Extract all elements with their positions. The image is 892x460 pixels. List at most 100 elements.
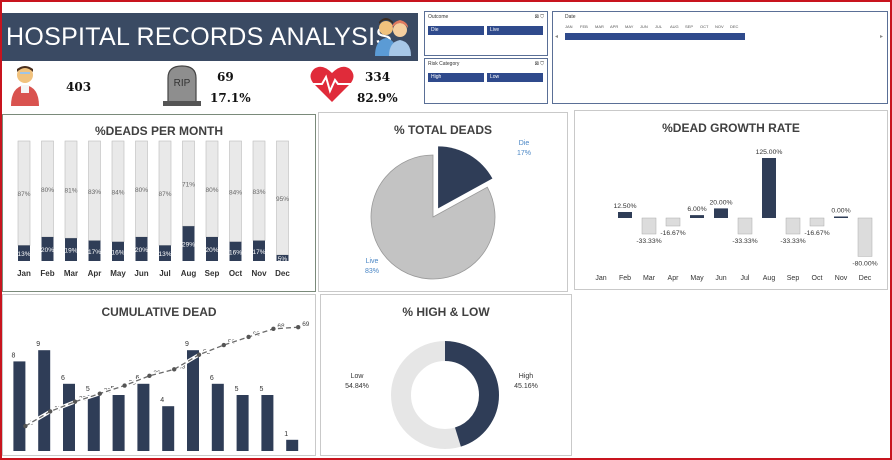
tombstone-icon: RIP bbox=[163, 65, 201, 106]
deads-per-month-panel: %DEADS PER MONTH 87% 13% Jan 80% 20% Feb 81% 19… bbox=[2, 114, 316, 292]
live-label-oct: 84% bbox=[229, 189, 242, 196]
outcome-slicer[interactable]: Outcome ⊠ ⛉ Die Live bbox=[424, 11, 548, 56]
cumulative-point-feb bbox=[48, 409, 53, 414]
growth-bar-oct bbox=[809, 217, 825, 227]
dead-count-oct: 5 bbox=[235, 386, 239, 393]
growth-bar-dec bbox=[857, 217, 873, 257]
dead-bar-apr bbox=[87, 395, 100, 451]
cumulative-point-oct bbox=[246, 334, 251, 340]
deaths-count: 69 bbox=[217, 70, 234, 84]
slicer-item-die[interactable]: Die bbox=[428, 26, 484, 35]
timeline-month-apr[interactable]: APR bbox=[610, 24, 619, 29]
timeline-month-mar[interactable]: MAR bbox=[595, 24, 604, 29]
live-label-feb: 80% bbox=[41, 187, 54, 194]
timeline-month-oct[interactable]: OCT bbox=[700, 24, 709, 29]
pie-label-live-name: Live bbox=[366, 258, 379, 265]
x-tick-nov: Nov bbox=[251, 269, 267, 278]
title-banner: HOSPITAL RECORDS ANALYSIS bbox=[2, 13, 418, 61]
dead-count-dec: 1 bbox=[284, 431, 288, 438]
cumulative-dead-title: CUMULATIVE DEAD bbox=[101, 305, 217, 319]
timeline-month-may[interactable]: MAY bbox=[625, 24, 634, 29]
risk-slicer-title: Risk Category bbox=[428, 61, 460, 67]
x-tick-feb: Feb bbox=[619, 275, 631, 282]
clear-filter-icon[interactable]: ⊠ ⛉ bbox=[534, 61, 544, 67]
dead-label-jan: 13% bbox=[17, 251, 30, 258]
high-low-panel: % HIGH & LOW High 45.16% Low 54.84% bbox=[320, 294, 572, 456]
timeline-scroll-left-icon[interactable]: ◂ bbox=[555, 34, 559, 40]
cumulative-dead-panel: CUMULATIVE DEAD 8 8 9 17 6 23 5 28 5 33 6 39 4 43 9 52 6… bbox=[2, 294, 316, 456]
svg-text:RIP: RIP bbox=[174, 78, 191, 89]
cumulative-label-dec: 69 bbox=[302, 321, 310, 328]
growth-label-may: 6.00% bbox=[687, 206, 706, 213]
alive-percentage: 82.9% bbox=[357, 91, 398, 105]
x-tick-jul: Jul bbox=[741, 275, 750, 282]
timeline-month-nov[interactable]: NOV bbox=[715, 24, 724, 29]
dead-bar-apr bbox=[88, 240, 101, 261]
growth-label-jun: 20.00% bbox=[709, 199, 732, 206]
timeline-month-jul[interactable]: JUL bbox=[655, 24, 663, 29]
cumulative-point-sep bbox=[221, 342, 226, 348]
dead-bar-jul bbox=[162, 406, 175, 451]
deads-per-month-chart: 87% 13% Jan 80% 20% Feb 81% 19% Mar 83% 17% Apr 84% 1… bbox=[17, 140, 290, 278]
total-deads-title: % TOTAL DEADS bbox=[393, 123, 492, 137]
dead-bar-may bbox=[112, 241, 124, 261]
dead-label-jul: 13% bbox=[158, 251, 171, 258]
donut-label-low-value: 54.84% bbox=[345, 383, 369, 390]
x-tick-jan: Jan bbox=[595, 275, 606, 282]
x-tick-mar: Mar bbox=[64, 269, 78, 278]
timeline-month-aug[interactable]: AUG bbox=[670, 24, 679, 29]
live-label-mar: 81% bbox=[64, 188, 77, 195]
timeline-month-sep[interactable]: SEP bbox=[685, 24, 694, 29]
deads-per-month-title: %DEADS PER MONTH bbox=[94, 124, 223, 138]
dead-count-jan: 8 bbox=[11, 352, 15, 359]
donut-label-low-name: Low bbox=[351, 373, 365, 380]
timeline-month-jun[interactable]: JUN bbox=[640, 24, 648, 29]
pie-label-live-value: 83% bbox=[365, 268, 379, 275]
live-label-jan: 87% bbox=[17, 191, 30, 198]
cumulative-point-jan bbox=[23, 423, 28, 429]
x-tick-jun: Jun bbox=[715, 275, 726, 282]
dead-label-mar: 19% bbox=[64, 248, 77, 255]
x-tick-sep: Sep bbox=[787, 275, 800, 282]
timeline-selection-bar[interactable] bbox=[565, 33, 745, 40]
timeline-scroll-right-icon[interactable]: ▸ bbox=[879, 34, 883, 40]
slicer-item-live[interactable]: Live bbox=[487, 26, 543, 35]
dead-count-aug: 9 bbox=[185, 341, 189, 348]
alive-count: 334 bbox=[365, 70, 391, 84]
slicer-item-low[interactable]: Low bbox=[487, 73, 543, 82]
growth-label-nov: 0.00% bbox=[831, 208, 850, 215]
dead-label-jun: 20% bbox=[135, 247, 148, 254]
risk-category-slicer[interactable]: Risk Category ⊠ ⛉ High Low bbox=[424, 58, 548, 104]
patient-icon bbox=[11, 66, 39, 106]
timeline-month-feb[interactable]: FEB bbox=[580, 24, 588, 29]
growth-rate-chart: Jan 12.50% Feb -33.33% Mar -16.67% Apr 6.00% May… bbox=[595, 149, 877, 282]
growth-label-oct: -16.67% bbox=[804, 230, 829, 237]
timeline-month-dec[interactable]: DEC bbox=[730, 24, 739, 29]
cumulative-point-apr bbox=[97, 391, 103, 396]
live-label-jun: 80% bbox=[135, 187, 148, 194]
growth-label-aug: 125.00% bbox=[756, 149, 783, 156]
slicer-item-high[interactable]: High bbox=[428, 73, 484, 82]
dead-label-nov: 17% bbox=[252, 249, 265, 256]
growth-bar-jun bbox=[714, 208, 728, 218]
x-tick-jan: Jan bbox=[17, 269, 31, 278]
clear-filter-icon[interactable]: ⊠ ⛉ bbox=[534, 14, 544, 20]
growth-rate-panel: %DEAD GROWTH RATE Jan 12.50% Feb -33.33% Mar… bbox=[574, 110, 888, 290]
growth-bar-nov bbox=[834, 216, 848, 218]
growth-label-dec: -80.00% bbox=[852, 260, 877, 267]
donut-label-high-value: 45.16% bbox=[514, 383, 538, 390]
cumulative-label-nov: 68 bbox=[277, 323, 285, 330]
growth-bar-sep bbox=[785, 217, 801, 235]
dead-label-feb: 20% bbox=[41, 247, 54, 254]
dead-count-nov: 5 bbox=[259, 386, 263, 393]
pie-slice-live bbox=[370, 154, 496, 280]
dead-bar-jun bbox=[137, 383, 150, 451]
x-tick-aug: Aug bbox=[181, 269, 197, 278]
dead-count-apr: 5 bbox=[86, 386, 90, 393]
donut-slice-high bbox=[391, 341, 499, 449]
timeline-month-jan[interactable]: JAN bbox=[565, 24, 573, 29]
dead-count-jun: 6 bbox=[135, 375, 139, 382]
x-tick-may: May bbox=[110, 269, 126, 278]
date-timeline[interactable]: Date JAN FEB MAR APR MAY JUN JUL AUG SEP OCT NOV DE… bbox=[552, 11, 888, 104]
growth-label-mar: -33.33% bbox=[636, 238, 661, 245]
